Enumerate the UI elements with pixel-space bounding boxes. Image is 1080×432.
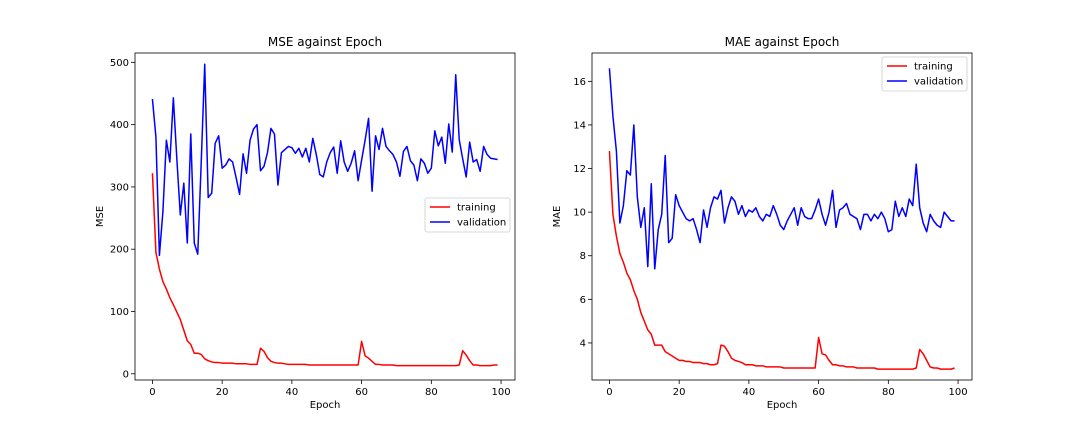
legend: training validation — [881, 56, 968, 92]
x-axis-label: Epoch — [310, 400, 341, 411]
chart-mse: MSE against Epoch 0 20 40 60 80 100 0 100 200 300 4… — [95, 35, 516, 411]
legend: training validation — [424, 197, 511, 233]
x-tick-label: 20 — [216, 387, 229, 398]
x-tick-label: 100 — [949, 387, 968, 398]
y-tick-label: 100 — [110, 307, 129, 318]
legend-label-training: training — [457, 203, 496, 214]
x-tick-label: 60 — [355, 387, 368, 398]
y-axis-label: MAE — [552, 206, 563, 228]
y-tick-label: 12 — [573, 164, 586, 175]
legend-label-training: training — [914, 62, 953, 73]
series-line-validation — [151, 63, 498, 257]
axes-frame — [134, 52, 516, 381]
y-tick-label: 14 — [573, 120, 586, 131]
y-tick-label: 500 — [110, 58, 129, 69]
y-tick-label: 200 — [110, 245, 129, 256]
x-tick-label: 80 — [425, 387, 438, 398]
x-tick-label: 40 — [743, 387, 756, 398]
x-tick-label: 0 — [149, 387, 155, 398]
y-tick-label: 0 — [123, 369, 129, 380]
series-line-training — [608, 151, 955, 370]
y-tick-label: 10 — [573, 208, 586, 219]
y-tick-label: 4 — [580, 338, 586, 349]
axes-frame — [591, 52, 973, 381]
y-tick-label: 16 — [573, 77, 586, 88]
chart-title: MSE against Epoch — [268, 35, 382, 49]
x-axis-label: Epoch — [767, 400, 798, 411]
x-tick-label: 40 — [286, 387, 299, 398]
x-tick-label: 0 — [606, 387, 612, 398]
y-tick-label: 300 — [110, 182, 129, 193]
legend-label-validation: validation — [914, 77, 963, 88]
y-axis-label: MSE — [95, 206, 106, 227]
x-tick-label: 60 — [812, 387, 825, 398]
y-tick-label: 6 — [580, 295, 586, 306]
legend-label-validation: validation — [457, 218, 506, 229]
series-line-validation — [608, 68, 955, 270]
x-tick-label: 80 — [882, 387, 895, 398]
chart-mae: MAE against Epoch 0 20 40 60 80 100 4 6 8 10 12 14 16… — [552, 35, 973, 411]
x-tick-label: 20 — [673, 387, 686, 398]
y-tick-label: 400 — [110, 120, 129, 131]
x-tick-label: 100 — [492, 387, 511, 398]
chart-title: MAE against Epoch — [725, 35, 840, 49]
series-line-training — [151, 173, 498, 367]
y-tick-label: 8 — [580, 251, 586, 262]
